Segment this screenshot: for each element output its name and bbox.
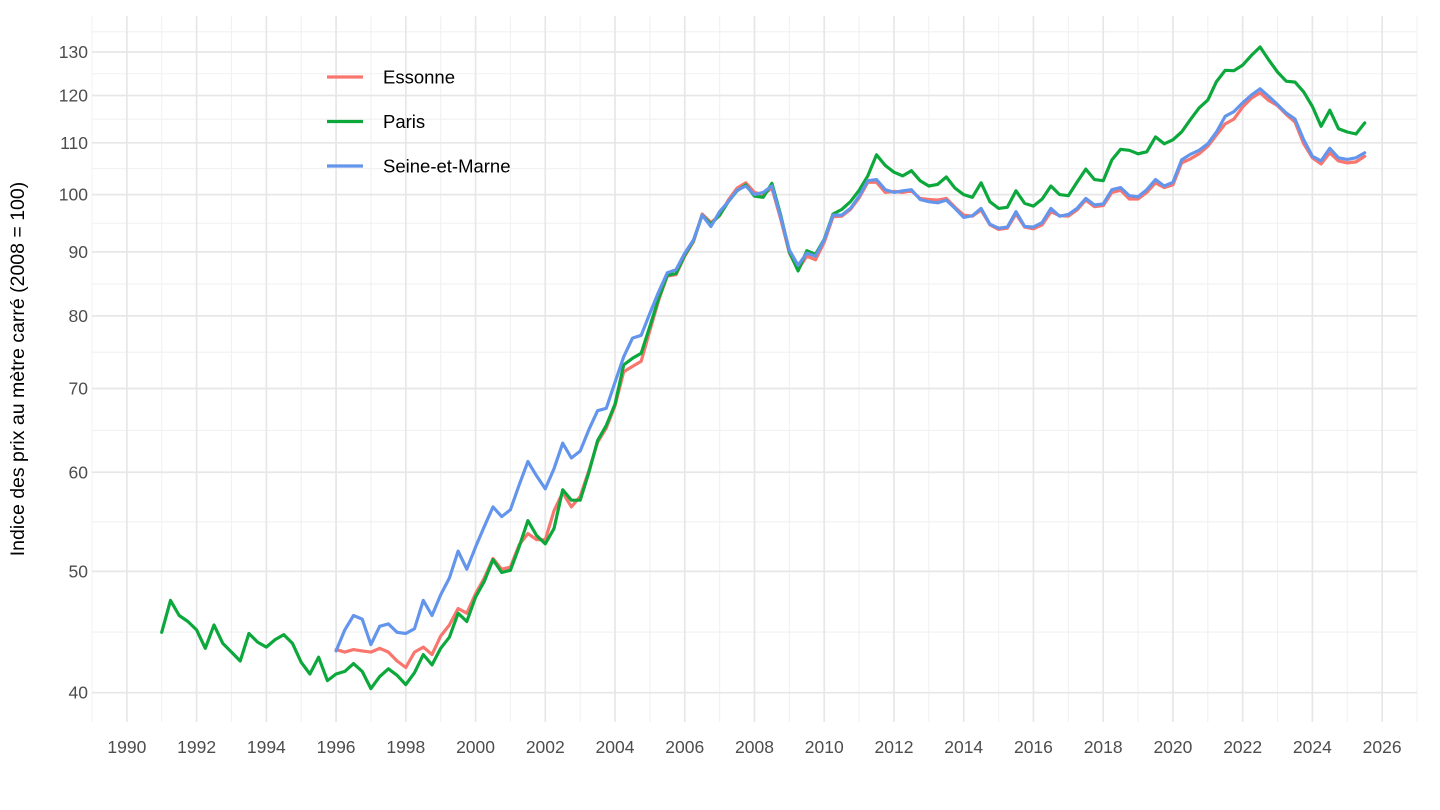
x-tick-label: 2010 — [805, 737, 844, 757]
x-tick-label: 2026 — [1363, 737, 1402, 757]
legend-label: Paris — [383, 111, 425, 132]
series-lines — [160, 45, 1367, 691]
chart-legend: Essonne Paris Seine-et-Marne — [327, 67, 511, 177]
x-tick-label: 2012 — [875, 737, 914, 757]
y-tick-label: 60 — [69, 462, 89, 482]
legend-item-essonne: Essonne — [327, 67, 455, 88]
y-tick-label: 120 — [59, 86, 88, 106]
y-axis-tick-labels: 40 50 60 70 80 90 100 110 120 130 — [59, 42, 88, 703]
x-tick-label: 2020 — [1153, 737, 1192, 757]
x-tick-label: 2004 — [596, 737, 635, 757]
x-tick-label: 1990 — [107, 737, 146, 757]
x-axis-tick-labels: 1990 1992 1994 1996 1998 2000 2002 2004 2006 2008… — [107, 737, 1401, 757]
x-tick-label: 2022 — [1223, 737, 1262, 757]
series-line-seine-et-marne — [334, 87, 1367, 653]
x-tick-label: 2018 — [1084, 737, 1123, 757]
y-tick-label: 90 — [69, 242, 89, 262]
series-line-essonne — [334, 91, 1367, 670]
legend-item-seine-et-marne: Seine-et-Marne — [327, 156, 511, 177]
x-tick-label: 2008 — [735, 737, 774, 757]
x-tick-label: 1994 — [247, 737, 286, 757]
gridlines-major — [92, 16, 1417, 722]
y-tick-label: 80 — [69, 306, 89, 326]
y-tick-label: 50 — [69, 561, 89, 581]
legend-label: Essonne — [383, 67, 455, 88]
x-tick-label: 2016 — [1014, 737, 1053, 757]
y-tick-label: 100 — [59, 185, 88, 205]
x-tick-label: 1992 — [177, 737, 216, 757]
x-tick-label: 1996 — [317, 737, 356, 757]
y-tick-label: 40 — [69, 683, 89, 703]
y-axis-title: Indice des prix au mètre carré (2008 = 1… — [7, 182, 29, 557]
x-tick-label: 2002 — [526, 737, 565, 757]
y-tick-label: 70 — [69, 378, 89, 398]
x-tick-label: 2000 — [456, 737, 495, 757]
x-tick-label: 2014 — [944, 737, 983, 757]
x-tick-label: 1998 — [386, 737, 425, 757]
y-tick-label: 110 — [60, 133, 88, 153]
legend-label: Seine-et-Marne — [383, 156, 511, 177]
series-line-paris — [160, 45, 1367, 691]
x-tick-label: 2024 — [1293, 737, 1332, 757]
x-tick-label: 2006 — [665, 737, 704, 757]
y-tick-label: 130 — [59, 42, 88, 62]
legend-item-paris: Paris — [327, 111, 425, 132]
